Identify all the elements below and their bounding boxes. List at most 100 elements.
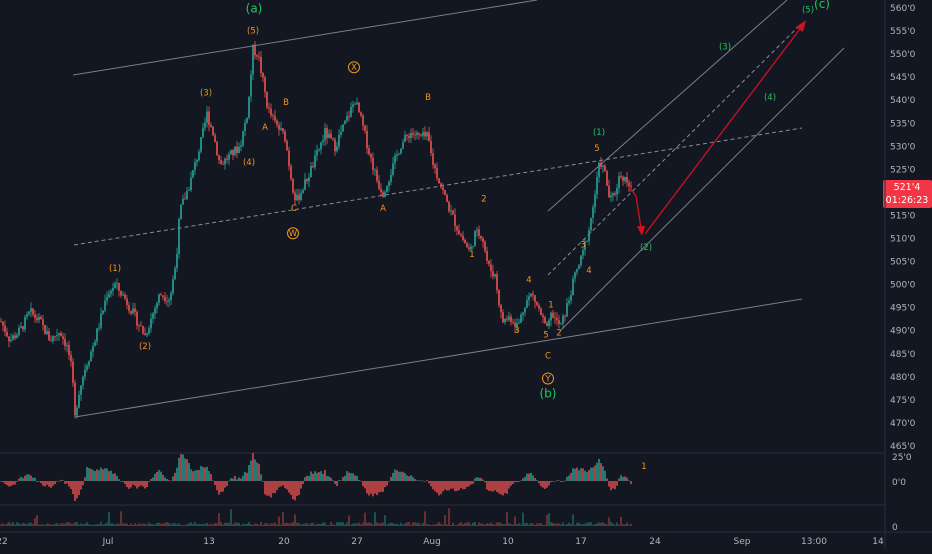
candle-body <box>206 111 208 123</box>
wave-label-green: (1) <box>593 128 605 138</box>
candle-body <box>42 319 44 326</box>
indicator-bar <box>510 481 512 486</box>
candle-body <box>260 56 262 73</box>
candle-body <box>518 322 520 324</box>
indicator-bar <box>22 478 24 481</box>
volume-bar <box>628 524 630 526</box>
price-tick: 540'0 <box>890 96 916 106</box>
volume-bar <box>332 524 334 526</box>
candle-body <box>562 315 564 324</box>
candle-body <box>152 313 154 319</box>
volume-tick-zero: 0 <box>892 523 898 533</box>
candle-body <box>514 322 516 327</box>
wave-label: C <box>545 351 551 361</box>
volume-bar <box>590 522 592 526</box>
indicator-bar <box>290 481 292 495</box>
volume-bar <box>294 514 296 526</box>
volume-bar <box>514 516 516 526</box>
indicator-bar <box>74 481 76 501</box>
indicator-bar <box>106 468 108 481</box>
impulse-channel-lower[interactable] <box>559 47 845 332</box>
lower-channel-line[interactable] <box>74 298 803 418</box>
impulse-channel-dashed[interactable] <box>547 24 801 276</box>
indicator-bar <box>524 476 526 481</box>
impulse-channel-upper[interactable] <box>547 0 788 212</box>
indicator-bar <box>574 468 576 481</box>
volume-bar <box>482 523 484 526</box>
volume-bar <box>568 522 570 526</box>
volume-bar <box>138 523 140 526</box>
candle-body <box>32 308 34 315</box>
volume-bar <box>278 516 280 526</box>
volume-bar <box>508 523 510 526</box>
indicator-bar <box>324 469 326 481</box>
countdown-label: 01:26:23 <box>886 195 929 206</box>
indicator-bar <box>344 475 346 481</box>
candle-body <box>620 176 622 177</box>
projection-wave-2-arrow[interactable] <box>629 187 642 229</box>
candle-body <box>192 170 194 178</box>
candle-body <box>466 243 468 248</box>
time-axis[interactable]: 22 Jul 13 20 27 Aug 10 17 24 Sep 13:00 14 <box>0 537 884 547</box>
candle-body <box>194 162 196 171</box>
indicator-bar <box>60 479 62 481</box>
candle-body <box>476 229 478 231</box>
indicator-bar <box>428 481 430 484</box>
volume-bar <box>64 523 66 526</box>
indicator-bar <box>142 481 144 487</box>
volume-bar <box>480 523 482 526</box>
candle-body <box>246 117 248 123</box>
candle-body <box>490 264 492 272</box>
current-price-badge: 521'4 01:26:23 <box>883 180 932 208</box>
candle-body <box>320 142 322 150</box>
indicator-bar <box>612 481 614 489</box>
time-tick: Aug <box>423 537 441 547</box>
indicator-bar <box>386 481 388 486</box>
volume-bar <box>390 522 392 526</box>
volume-bar <box>582 523 584 526</box>
indicator-bar <box>326 476 328 481</box>
candle-body <box>282 128 284 132</box>
volume-bar <box>98 524 100 526</box>
volume-bar <box>324 522 326 526</box>
indicator-bar <box>318 472 320 481</box>
indicator-bar <box>464 481 466 490</box>
indicator-bar <box>494 481 496 491</box>
indicator-bar <box>170 480 172 482</box>
candle-body <box>102 310 104 314</box>
projection-wave-c-arrow[interactable] <box>644 24 804 235</box>
indicator-bar <box>492 481 494 492</box>
volume-bar <box>280 524 282 526</box>
volume-bar <box>240 524 242 526</box>
candle-body <box>384 192 386 197</box>
mid-dashed-line[interactable] <box>73 127 803 246</box>
volume-bar <box>522 512 524 526</box>
candle-body <box>590 217 592 231</box>
candle-body <box>364 125 366 131</box>
volume-bar <box>286 522 288 526</box>
indicator-bar <box>356 475 358 481</box>
indicator-bar <box>192 471 194 481</box>
candle-body <box>96 328 98 342</box>
volume-bar <box>76 522 78 526</box>
candle-body <box>630 186 632 187</box>
indicator-bar <box>204 467 206 481</box>
indicator-bar <box>596 462 598 481</box>
volume-bar <box>588 522 590 526</box>
candle-body <box>402 142 404 149</box>
candle-body <box>130 310 132 314</box>
upper-channel-line[interactable] <box>72 0 538 76</box>
indicator-bar <box>132 481 134 485</box>
indicator-bar <box>150 479 152 481</box>
price-axis[interactable]: 560'0 555'0 550'0 545'0 540'0 535'0 530'0 525'0… <box>890 4 916 452</box>
candle-body <box>416 132 418 136</box>
time-tick: 20 <box>278 537 290 547</box>
candle-body <box>56 335 58 337</box>
volume-bar <box>372 524 374 526</box>
volume-bar <box>62 523 64 526</box>
indicator-bar <box>130 481 132 488</box>
volume-bar <box>256 523 258 526</box>
